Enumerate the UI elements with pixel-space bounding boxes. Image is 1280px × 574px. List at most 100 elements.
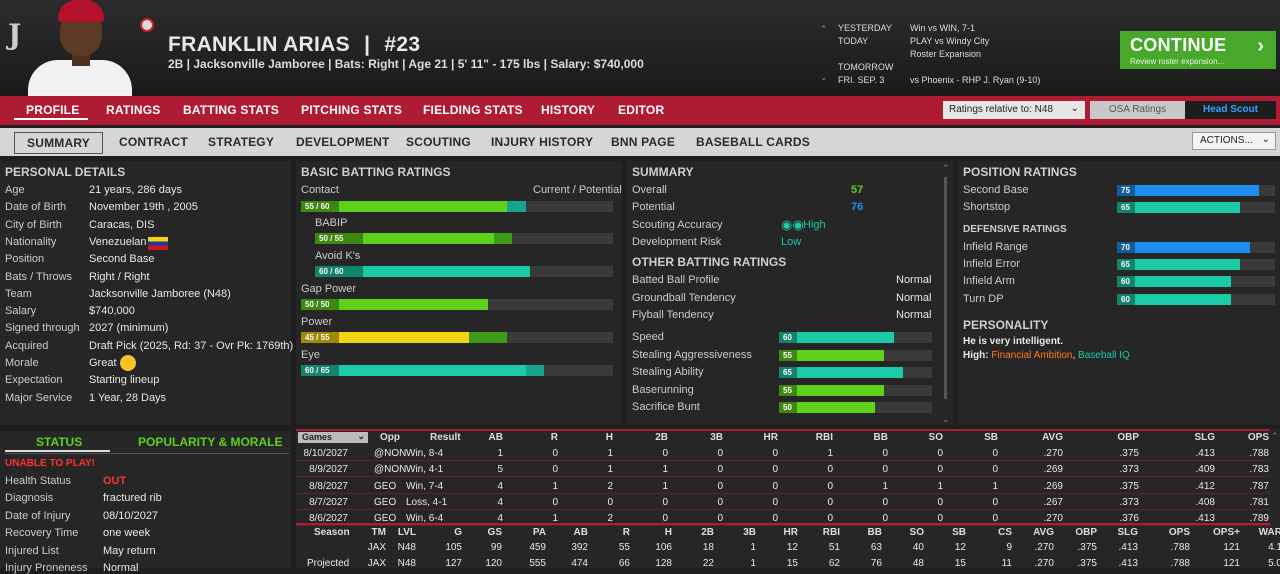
running-label: Speed bbox=[632, 331, 664, 343]
game-result[interactable]: Win, 7-4 bbox=[406, 480, 444, 492]
head-scout-toggle[interactable]: Head Scout bbox=[1185, 101, 1276, 119]
personal-label: Major Service bbox=[5, 391, 73, 404]
scroll-up-icon[interactable]: ⌃ bbox=[1271, 431, 1279, 441]
tab-popularity-morale[interactable]: POPULARITY & MORALE bbox=[138, 435, 283, 449]
status-value: 08/10/2027 bbox=[103, 509, 159, 522]
running-label: Sacrifice Bunt bbox=[632, 401, 700, 413]
stats-scrollbar[interactable]: ⌃ bbox=[1270, 431, 1280, 568]
game-stat: 1 bbox=[937, 480, 943, 492]
batting-rating-label: BABIP bbox=[315, 217, 348, 229]
actions-label: ACTIONS... bbox=[1200, 135, 1253, 146]
status-label: Recovery Time bbox=[5, 527, 79, 540]
other-batting-label: Batted Ball Profile bbox=[632, 274, 720, 286]
tab-status[interactable]: STATUS bbox=[36, 435, 83, 449]
personal-label: Position bbox=[5, 253, 45, 266]
game-stat: 0 bbox=[937, 448, 943, 459]
tomorrow-date: FRI. SEP. 3 bbox=[838, 75, 885, 85]
game-stat: 0 bbox=[772, 464, 778, 476]
season-stat: 120 bbox=[485, 558, 502, 569]
running-value: 60 bbox=[779, 332, 797, 343]
game-stat: 1 bbox=[992, 480, 998, 492]
summary-scrollbar[interactable]: ⌃ ⌄ bbox=[942, 163, 950, 425]
tab-fielding-stats[interactable]: FIELDING STATS bbox=[423, 103, 523, 117]
position-rating-label: Shortstop bbox=[963, 201, 1011, 214]
games-select[interactable]: Games ⌄ bbox=[298, 431, 368, 443]
game-stat: 0 bbox=[827, 496, 833, 508]
subtab-summary[interactable]: SUMMARY bbox=[14, 132, 103, 154]
season-col-header: GS bbox=[487, 527, 502, 538]
game-opp[interactable]: GEO bbox=[374, 496, 397, 508]
tab-editor[interactable]: EDITOR bbox=[618, 103, 665, 117]
subtab-injury-history[interactable]: INJURY HISTORY bbox=[491, 135, 594, 149]
running-value: 55 bbox=[779, 349, 797, 361]
running-bar-fill bbox=[779, 349, 885, 361]
rating-value: 60 / 65 bbox=[301, 365, 339, 376]
game-result[interactable]: Win, 6-4 bbox=[406, 513, 444, 525]
ratings-relative-select[interactable]: Ratings relative to: N48 ⌄ bbox=[943, 101, 1085, 119]
scroll-up-icon[interactable]: ⌃ bbox=[942, 163, 950, 173]
osa-ratings-toggle[interactable]: OSA Ratings bbox=[1090, 101, 1185, 119]
personality-high-line: High: Financial Ambition, Baseball IQ bbox=[963, 350, 1130, 361]
game-opp[interactable]: @NON bbox=[374, 448, 407, 459]
high-label: High: bbox=[963, 350, 989, 361]
game-date[interactable]: 8/9/2027 bbox=[309, 464, 348, 476]
game-result[interactable]: Win, 8-4 bbox=[406, 448, 444, 459]
game-date[interactable]: 8/6/2027 bbox=[309, 513, 348, 525]
season-stat: 1 bbox=[750, 558, 756, 569]
season-col-header: CS bbox=[998, 527, 1012, 538]
basic-batting-panel: BASIC BATTING RATINGS Current / Potentia… bbox=[296, 161, 622, 425]
row-divider bbox=[296, 508, 1270, 510]
subtab-development[interactable]: DEVELOPMENT bbox=[296, 135, 390, 149]
tab-profile[interactable]: PROFILE bbox=[26, 103, 80, 117]
position-rating-label: Turn DP bbox=[963, 292, 1004, 305]
other-batting-value: Normal bbox=[896, 274, 932, 286]
season-col-header: SO bbox=[909, 527, 924, 538]
game-date[interactable]: 8/8/2027 bbox=[309, 480, 348, 492]
game-stat: 0 bbox=[827, 480, 833, 492]
game-opp[interactable]: GEO bbox=[374, 513, 397, 525]
game-stat: .373 bbox=[1119, 496, 1139, 508]
subtab-bnn-page[interactable]: BNN PAGE bbox=[611, 135, 676, 149]
batting-rating-label: Avoid K's bbox=[315, 250, 361, 262]
batting-rating-bar: 55 / 60 bbox=[301, 201, 613, 212]
game-date[interactable]: 8/10/2027 bbox=[303, 448, 349, 459]
status-tab-underline bbox=[5, 450, 110, 452]
tab-ratings[interactable]: RATINGS bbox=[106, 103, 161, 117]
subtab-scouting[interactable]: SCOUTING bbox=[406, 135, 471, 149]
season-col-header: OPS+ bbox=[1213, 527, 1240, 538]
today-value[interactable]: PLAY vs Windy City bbox=[910, 36, 990, 46]
position-rating-label: Infield Arm bbox=[963, 275, 1015, 288]
subtab-strategy[interactable]: STRATEGY bbox=[208, 135, 275, 149]
game-stat: 4 bbox=[497, 496, 503, 508]
game-date[interactable]: 8/7/2027 bbox=[309, 496, 348, 508]
season-col-header: AVG bbox=[1033, 527, 1054, 538]
row-divider bbox=[296, 476, 1270, 478]
tab-pitching-stats[interactable]: PITCHING STATS bbox=[301, 103, 403, 117]
continue-button[interactable]: CONTINUE Review roster expansion... › bbox=[1120, 31, 1276, 69]
game-result[interactable]: Loss, 4-1 bbox=[406, 496, 448, 508]
game-stat: 1 bbox=[607, 448, 613, 459]
yesterday-value[interactable]: Win vs WIN, 7-1 bbox=[910, 23, 976, 33]
actions-dropdown[interactable]: ACTIONS... ⌄ bbox=[1192, 132, 1276, 150]
schedule-down-arrow-icon[interactable]: ⌄ bbox=[820, 72, 828, 82]
tomorrow-value[interactable]: vs Phoenix - RHP J. Ryan (9-10) bbox=[910, 75, 1041, 85]
schedule-up-arrow-icon[interactable]: ⌃ bbox=[820, 24, 828, 34]
game-stat: .789 bbox=[1249, 513, 1269, 525]
running-bar-fill bbox=[779, 402, 875, 413]
tab-batting-stats[interactable]: BATTING STATS bbox=[183, 103, 279, 117]
game-opp[interactable]: GEO bbox=[374, 480, 397, 492]
season-stat: 9 bbox=[1006, 542, 1012, 553]
scroll-down-icon[interactable]: ⌄ bbox=[942, 414, 950, 424]
subtab-contract[interactable]: CONTRACT bbox=[119, 135, 188, 149]
games-select-label: Games bbox=[302, 432, 333, 442]
subtab-baseball-cards[interactable]: BASEBALL CARDS bbox=[696, 135, 810, 149]
game-stat: 2 bbox=[607, 513, 613, 525]
game-result[interactable]: Win, 4-1 bbox=[406, 464, 444, 476]
position-rating-bar: 65 bbox=[1117, 259, 1275, 271]
tab-history[interactable]: HISTORY bbox=[541, 103, 596, 117]
games-col-header: OPS bbox=[1247, 432, 1269, 443]
game-opp[interactable]: @NON bbox=[374, 464, 407, 476]
season-stat: 4.1 bbox=[1268, 542, 1280, 553]
game-stat: 4 bbox=[497, 480, 503, 492]
running-bar: 55 bbox=[779, 384, 932, 396]
